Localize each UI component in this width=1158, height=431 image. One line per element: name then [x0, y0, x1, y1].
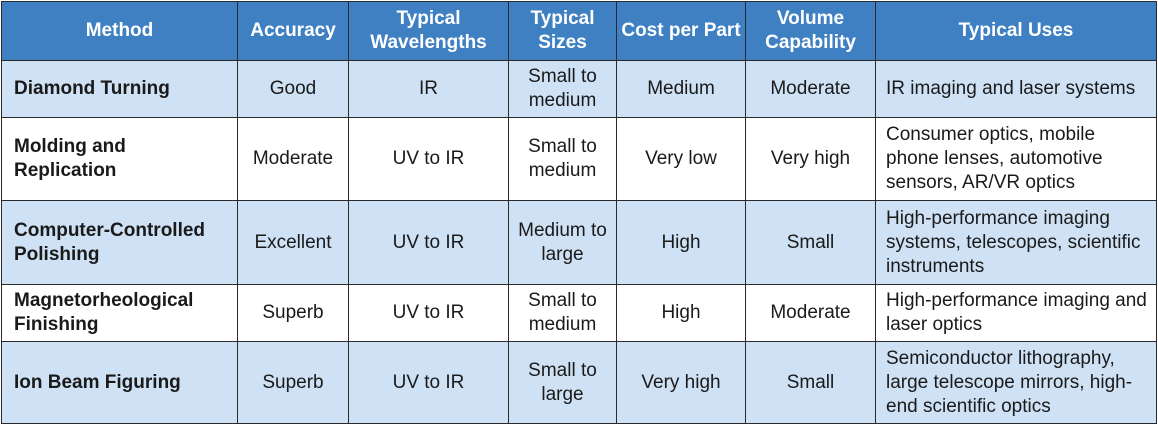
table-cell: Very high	[745, 117, 876, 201]
table-row: Magnetorheological Finishing Superb UV to …	[1, 284, 1157, 342]
table-cell: Superb	[237, 284, 349, 342]
header-cell: Typical Wavelengths	[348, 1, 509, 61]
table-cell: UV to IR	[348, 284, 509, 342]
header-cell: Cost per Part	[616, 1, 746, 61]
table-cell: Consumer optics, mobile phone lenses, au…	[875, 117, 1157, 201]
table-cell: IR	[348, 60, 509, 118]
table-cell: Very high	[616, 341, 746, 424]
table-cell: Small to medium	[508, 117, 617, 201]
table-row: Molding and Replication Moderate UV to IR S…	[1, 117, 1157, 201]
header-cell: Method	[1, 1, 238, 61]
table-cell: High	[616, 284, 746, 342]
table-row: Diamond Turning Good IR Small to medium Medi…	[1, 60, 1157, 118]
table-cell: Superb	[237, 341, 349, 424]
table-cell: Semiconductor lithography, large telesco…	[875, 341, 1157, 424]
table-cell: Medium to large	[508, 200, 617, 285]
table-cell: UV to IR	[348, 341, 509, 424]
header-cell: Accuracy	[237, 1, 349, 61]
table-cell: Moderate	[237, 117, 349, 201]
table-cell: Small	[745, 341, 876, 424]
table-cell: Small	[745, 200, 876, 285]
table-cell: IR imaging and laser systems	[875, 60, 1157, 118]
table-cell: High-performance imaging and laser optic…	[875, 284, 1157, 342]
header-cell: Typical Sizes	[508, 1, 617, 61]
header-cell: Volume Capability	[745, 1, 876, 61]
header-row: Method Accuracy Typical Wavelengths Typical…	[1, 1, 1157, 61]
table-cell: UV to IR	[348, 117, 509, 201]
table-cell: UV to IR	[348, 200, 509, 285]
table-row: Ion Beam Figuring Superb UV to IR Small to …	[1, 341, 1157, 424]
table-cell: Very low	[616, 117, 746, 201]
table-cell: Small to large	[508, 341, 617, 424]
method-cell: Computer-Controlled Polishing	[1, 200, 238, 285]
table-cell: Medium	[616, 60, 746, 118]
table-cell: High	[616, 200, 746, 285]
table-cell: Moderate	[745, 284, 876, 342]
table-cell: Small to medium	[508, 284, 617, 342]
table-row: Computer-Controlled Polishing Excellent UV…	[1, 200, 1157, 285]
table-cell: Moderate	[745, 60, 876, 118]
table-body: Diamond Turning Good IR Small to medium Medi…	[1, 60, 1157, 424]
table-cell: Good	[237, 60, 349, 118]
method-cell: Molding and Replication	[1, 117, 238, 201]
table-cell: Excellent	[237, 200, 349, 285]
table-cell: Small to medium	[508, 60, 617, 118]
table-cell: High-performance imaging systems, telesc…	[875, 200, 1157, 285]
comparison-table: Method Accuracy Typical Wavelengths Typical…	[1, 1, 1157, 424]
method-cell: Ion Beam Figuring	[1, 341, 238, 424]
header-cell: Typical Uses	[875, 1, 1157, 61]
method-cell: Magnetorheological Finishing	[1, 284, 238, 342]
method-cell: Diamond Turning	[1, 60, 238, 118]
table-header: Method Accuracy Typical Wavelengths Typical…	[1, 1, 1157, 61]
